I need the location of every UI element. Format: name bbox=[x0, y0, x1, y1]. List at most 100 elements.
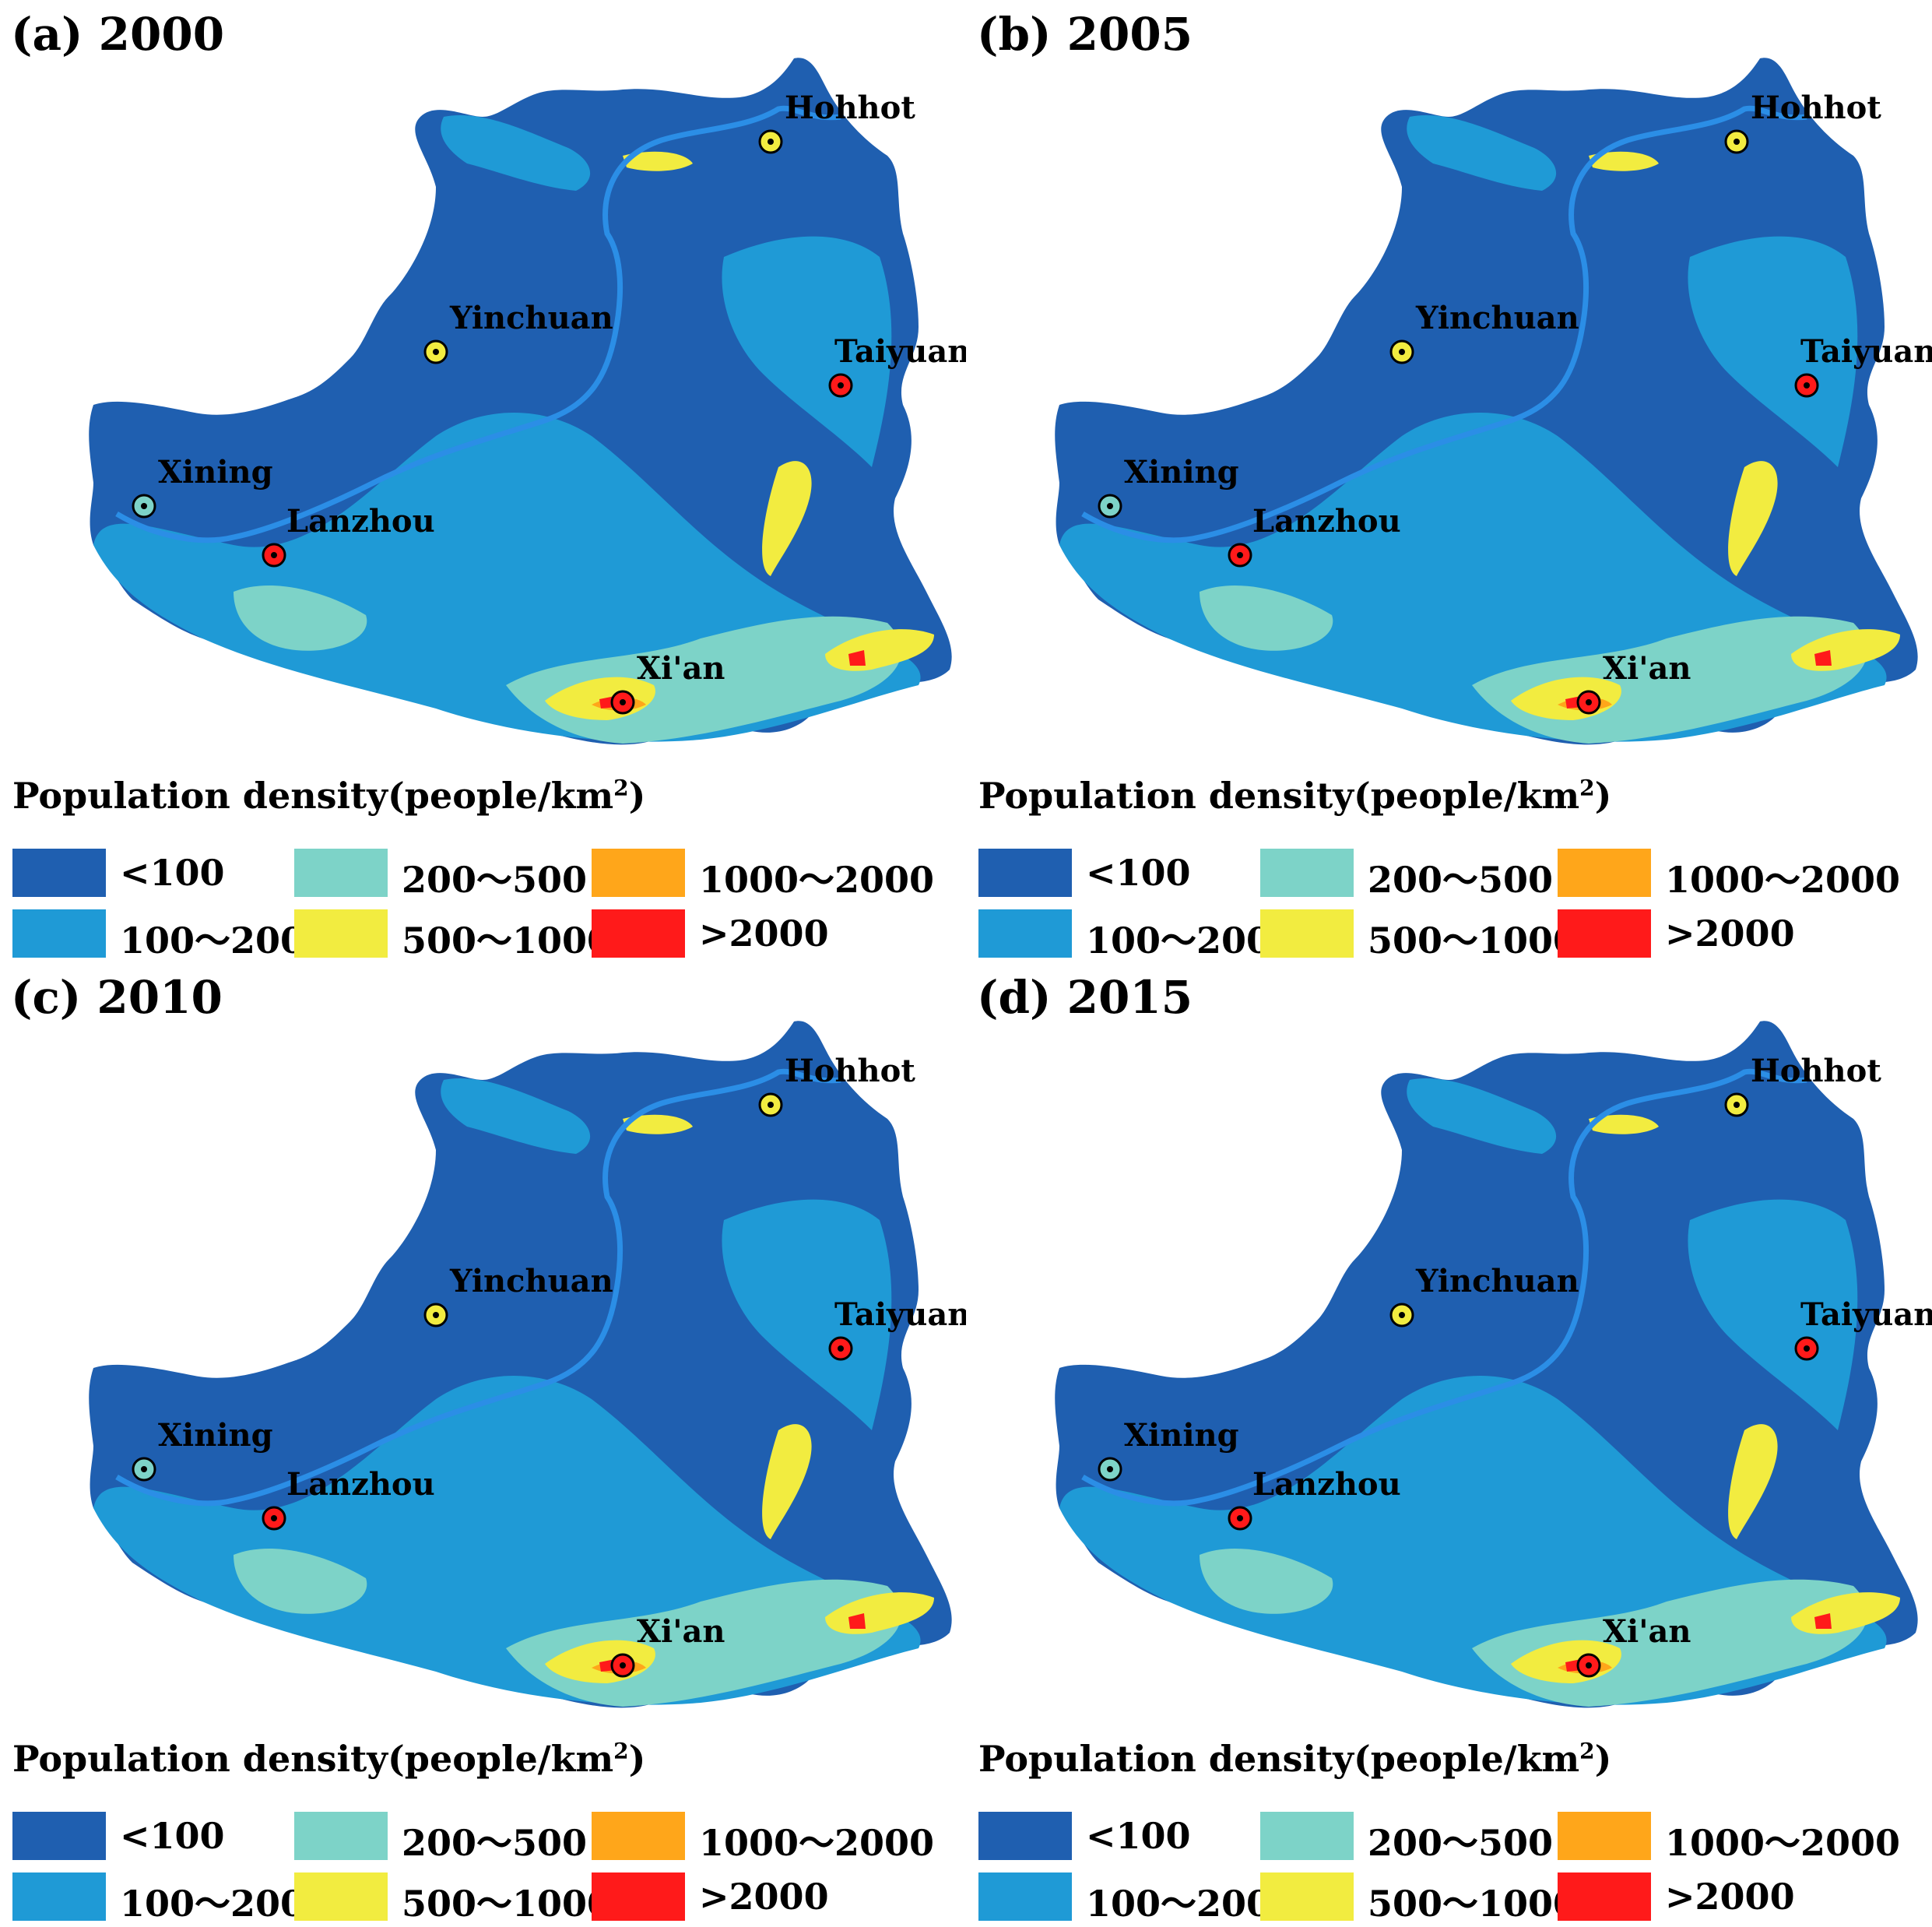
legend-label: 1000～2000 bbox=[1665, 1822, 1901, 1864]
panel-title: (a) 2000 bbox=[11, 8, 225, 61]
panel-title: (d) 2015 bbox=[977, 971, 1193, 1024]
legend-swatch bbox=[978, 1812, 1072, 1860]
legend-label: 200～500 bbox=[1368, 859, 1554, 901]
density-zone bbox=[1407, 115, 1557, 191]
density-zone bbox=[1728, 1424, 1778, 1539]
map: Hohhot Yinchuan Taiyuan Xining Lanzhou Xi'an bbox=[89, 1021, 966, 1708]
city-label: Xining bbox=[158, 1417, 273, 1454]
density-zone bbox=[722, 1199, 892, 1430]
city-label: Xi'an bbox=[637, 650, 725, 687]
legend-label: <100 bbox=[120, 1815, 225, 1857]
city-taiyuan: Taiyuan bbox=[1794, 333, 1932, 398]
city-label: Xi'an bbox=[637, 1613, 725, 1650]
density-zone bbox=[1589, 1114, 1659, 1134]
legend-label: 200～500 bbox=[1368, 1822, 1554, 1864]
legend-swatch bbox=[12, 849, 106, 897]
legend-swatch bbox=[294, 849, 388, 897]
city-label: Hohhot bbox=[1751, 90, 1881, 126]
legend-label: 500～1000 bbox=[402, 920, 613, 962]
legend-label: >2000 bbox=[699, 1876, 829, 1918]
city-label: Xi'an bbox=[1603, 650, 1691, 687]
density-zone bbox=[1200, 585, 1333, 651]
city-marker-dot bbox=[1237, 552, 1243, 558]
density-zone bbox=[441, 1078, 591, 1154]
city-marker-dot bbox=[768, 1102, 774, 1108]
density-zone bbox=[848, 1613, 866, 1629]
city-yinchuan: Yinchuan bbox=[1389, 300, 1579, 364]
map-panel-4: (d) 2015 Hohhot Yinchuan Taiyuan Xining Lanz… bbox=[966, 963, 1932, 1926]
legend-swatch bbox=[978, 849, 1072, 897]
city-marker-dot bbox=[1734, 1102, 1740, 1108]
density-zone bbox=[623, 151, 693, 171]
density-zone bbox=[848, 650, 866, 666]
city-marker-dot bbox=[433, 1312, 439, 1318]
city-label: Xi'an bbox=[1603, 1613, 1691, 1650]
city-marker-dot bbox=[1107, 1466, 1113, 1472]
legend-swatch bbox=[592, 1872, 685, 1921]
city-marker-dot bbox=[1237, 1515, 1243, 1521]
city-lanzhou: Lanzhou bbox=[262, 503, 435, 568]
legend-label: <100 bbox=[1086, 1815, 1191, 1857]
legend-label: >2000 bbox=[1665, 913, 1795, 955]
city-hohhot: Hohhot bbox=[758, 90, 915, 154]
legend-label: 200～500 bbox=[402, 859, 588, 901]
legend-swatch bbox=[294, 909, 388, 958]
legend-swatch bbox=[1558, 909, 1651, 958]
city-taiyuan: Taiyuan bbox=[1794, 1296, 1932, 1361]
yellow-river bbox=[1081, 1068, 1807, 1507]
city-label: Xining bbox=[1124, 454, 1239, 491]
city-label: Hohhot bbox=[1751, 1053, 1881, 1089]
map: Hohhot Yinchuan Taiyuan Xining Lanzhou Xi'an bbox=[89, 58, 966, 745]
city-label: Taiyuan bbox=[1800, 333, 1932, 370]
city-label: Lanzhou bbox=[1252, 503, 1401, 540]
density-zone bbox=[1814, 1613, 1832, 1629]
legend-label: 1000～2000 bbox=[699, 1822, 935, 1864]
city-xian: Xi'an bbox=[1576, 1613, 1691, 1678]
panel-title: (b) 2005 bbox=[977, 8, 1193, 61]
legend-label: 1000～2000 bbox=[1665, 859, 1901, 901]
legend-swatch bbox=[592, 909, 685, 958]
legend-swatch bbox=[1558, 1872, 1651, 1921]
density-zone bbox=[1728, 461, 1778, 576]
city-xining: Xining bbox=[1098, 1417, 1239, 1482]
legend-title: Population density(people/km2) bbox=[978, 1738, 1612, 1780]
city-label: Lanzhou bbox=[286, 1466, 435, 1503]
city-marker-dot bbox=[1586, 699, 1592, 705]
map-panel-3: (c) 2010 Hohhot Yinchuan Taiyuan Xining Lanz… bbox=[0, 963, 966, 1926]
city-label: Xining bbox=[158, 454, 273, 491]
city-marker-dot bbox=[141, 1466, 147, 1472]
legend-swatch bbox=[12, 1872, 106, 1921]
density-zone bbox=[234, 585, 367, 651]
city-marker-dot bbox=[433, 349, 439, 355]
legend-label: 1000～2000 bbox=[699, 859, 935, 901]
city-marker-dot bbox=[838, 1345, 844, 1352]
city-yinchuan: Yinchuan bbox=[423, 1263, 613, 1327]
legend-title: Population density(people/km2) bbox=[12, 775, 646, 817]
city-marker-dot bbox=[620, 699, 626, 705]
legend-label: >2000 bbox=[699, 913, 829, 955]
legend-label: <100 bbox=[1086, 852, 1191, 894]
city-hohhot: Hohhot bbox=[1724, 90, 1881, 154]
density-zone bbox=[722, 236, 892, 467]
city-label: Lanzhou bbox=[286, 503, 435, 540]
density-zone bbox=[623, 1114, 693, 1134]
legend-label: 500～1000 bbox=[402, 1883, 613, 1925]
city-marker-dot bbox=[1804, 382, 1810, 389]
city-lanzhou: Lanzhou bbox=[262, 1466, 435, 1531]
city-marker-dot bbox=[1107, 503, 1113, 509]
city-marker-dot bbox=[768, 139, 774, 145]
city-xian: Xi'an bbox=[1576, 650, 1691, 715]
density-zone bbox=[1688, 1199, 1858, 1430]
city-marker-dot bbox=[1586, 1662, 1592, 1669]
city-marker-dot bbox=[1399, 349, 1405, 355]
city-marker-dot bbox=[271, 552, 277, 558]
legend-swatch bbox=[294, 1872, 388, 1921]
density-zone bbox=[1589, 151, 1659, 171]
city-label: Yinchuan bbox=[449, 300, 613, 336]
legend-label: 500～1000 bbox=[1368, 1883, 1579, 1925]
legend-swatch bbox=[1260, 1872, 1354, 1921]
city-label: Taiyuan bbox=[834, 333, 966, 370]
legend-swatch bbox=[978, 909, 1072, 958]
legend-swatch bbox=[592, 1812, 685, 1860]
density-zone bbox=[1200, 1548, 1333, 1614]
